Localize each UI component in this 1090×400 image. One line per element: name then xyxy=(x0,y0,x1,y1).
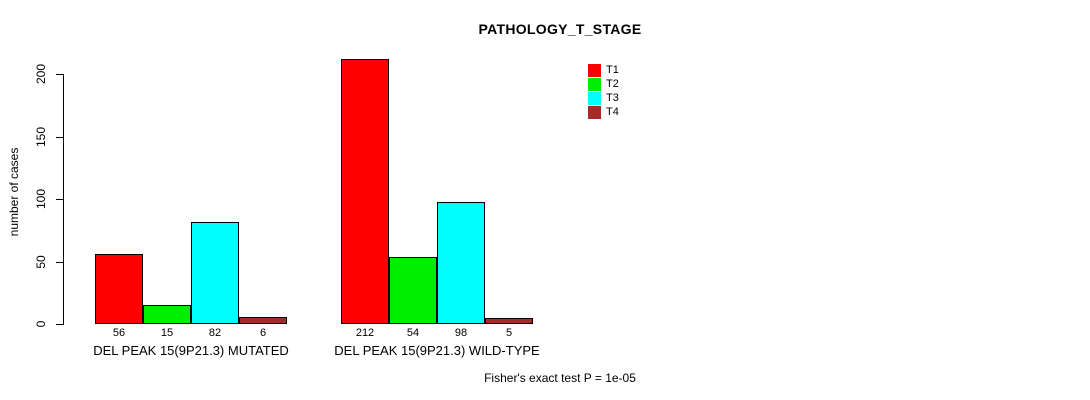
y-tick-label: 100 xyxy=(34,188,48,210)
y-tick-label: 200 xyxy=(34,63,48,85)
bar-value-label: 98 xyxy=(454,327,468,339)
legend-item: T3 xyxy=(588,92,619,105)
bar-t2 xyxy=(389,256,437,324)
y-axis-line xyxy=(63,74,64,325)
legend-label: T4 xyxy=(606,106,619,118)
legend-swatch xyxy=(588,64,601,77)
group-label: DEL PEAK 15(9P21.3) WILD-TYPE xyxy=(334,343,540,358)
y-tick xyxy=(56,199,63,200)
legend: T1 T2 T3 T4 xyxy=(588,64,619,119)
y-tick xyxy=(56,74,63,75)
y-tick-label: 50 xyxy=(34,254,48,269)
chart-title: PATHOLOGY_T_STAGE xyxy=(478,21,642,37)
bar-t1 xyxy=(341,59,389,324)
y-tick xyxy=(56,324,63,325)
bar-value-label: 212 xyxy=(355,327,375,339)
y-tick-label: 150 xyxy=(34,126,48,147)
bar-t2 xyxy=(143,305,191,324)
bar-value-label: 6 xyxy=(259,327,267,339)
legend-item: T1 xyxy=(588,64,619,77)
bar-t1 xyxy=(95,254,143,324)
y-axis-label: number of cases xyxy=(7,147,21,237)
bar-value-label: 56 xyxy=(112,327,126,339)
bar-t4 xyxy=(239,316,287,324)
legend-label: T3 xyxy=(606,92,619,104)
y-tick-label: 0 xyxy=(34,320,48,328)
footer-note: Fisher's exact test P = 1e-05 xyxy=(484,371,636,385)
bar-value-label: 82 xyxy=(208,327,222,339)
legend-swatch xyxy=(588,78,601,91)
bar-value-label: 54 xyxy=(406,327,420,339)
bar-value-label: 15 xyxy=(160,327,174,339)
legend-item: T2 xyxy=(588,78,619,91)
y-tick xyxy=(56,136,63,138)
legend-item: T4 xyxy=(588,106,619,119)
legend-swatch xyxy=(588,92,601,105)
y-tick xyxy=(56,261,63,263)
bar-value-label: 5 xyxy=(505,327,513,339)
bar-t3 xyxy=(191,221,239,324)
group-label: DEL PEAK 15(9P21.3) MUTATED xyxy=(93,343,289,358)
bar-t4 xyxy=(485,317,533,324)
legend-swatch xyxy=(588,106,601,119)
bar-t3 xyxy=(437,201,485,324)
legend-label: T2 xyxy=(606,78,619,90)
legend-label: T1 xyxy=(606,64,619,76)
